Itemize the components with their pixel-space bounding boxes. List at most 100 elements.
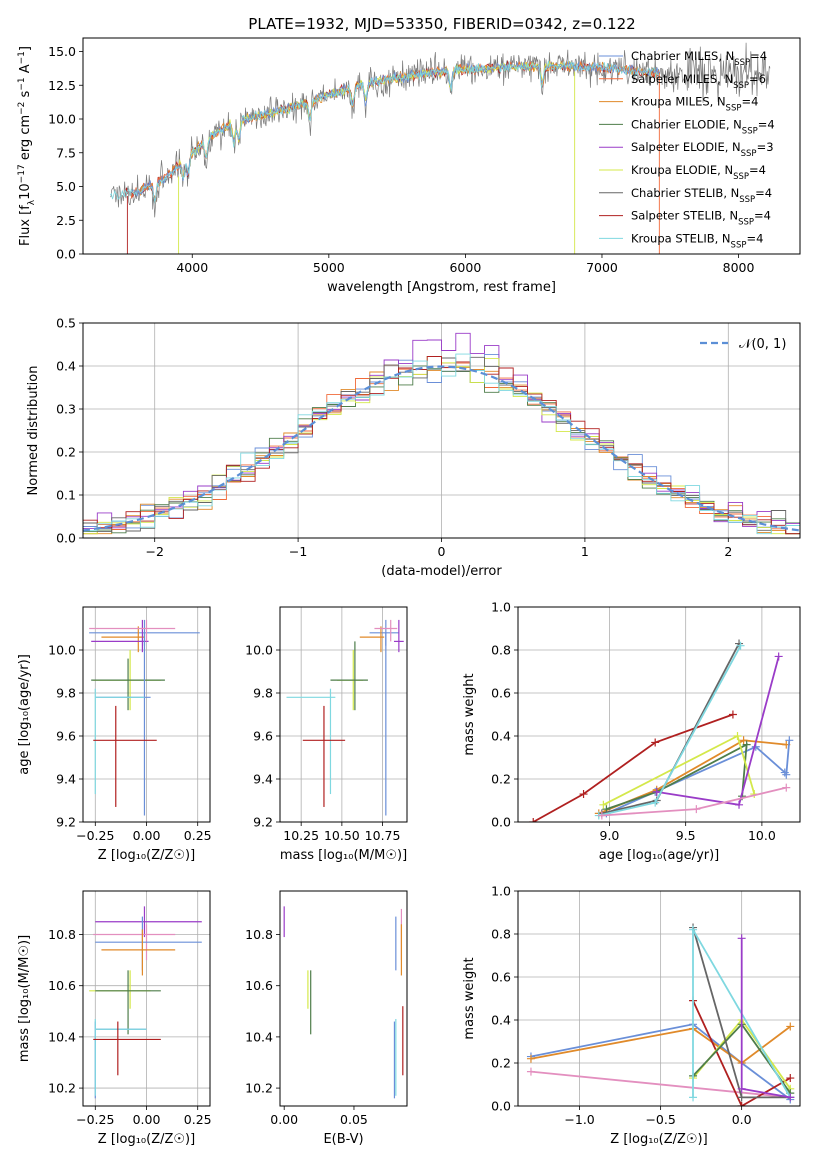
legend-count: =4 <box>741 95 758 109</box>
x-axis-label: age [log₁₀(age/yr)] <box>599 848 720 863</box>
ticks: −2 −1 0 1 2 0.0 0.1 0.2 0.3 0.4 0.5 <box>56 316 732 560</box>
legend-count: =6 <box>749 72 766 86</box>
y-label-part: erg cm <box>18 115 33 164</box>
x-tick-label: 6000 <box>449 260 481 275</box>
y-tick-label: 0.2 <box>56 445 76 460</box>
weight-series-line <box>530 1070 791 1099</box>
legend-subscript: SSP <box>733 172 749 182</box>
weight-point-marker <box>742 740 751 749</box>
weight-point-marker <box>735 800 744 809</box>
y-tick-label: 10.2 <box>245 1081 273 1096</box>
x-tick-label: 0 <box>438 544 446 559</box>
legend-label: Salpeter STELIB, N <box>631 209 738 223</box>
z-age-axes: −0.25 0.00 0.25 9.2 9.4 9.6 9.8 10.0 Z [log₁₀(Z/… <box>17 606 212 863</box>
x-tick-label: 10.0 <box>748 828 776 843</box>
spectrum-axes: 4000 5000 6000 7000 8000 0.0 2.5 5.0 7.5 10.0 12.5… <box>48 37 801 295</box>
legend-entry: Chabrier ELODIE, NSSP=4 <box>631 117 775 136</box>
axes-frame <box>517 890 801 1107</box>
weight-series-line <box>740 938 791 1099</box>
y-tick-label: 9.2 <box>56 815 76 830</box>
y-label-part: −17 <box>17 164 27 183</box>
x-tick-label: 0.00 <box>133 828 161 843</box>
grid <box>83 891 210 1106</box>
y-tick-label: 5.0 <box>56 179 76 194</box>
legend-label: Chabrier MILES, N <box>631 49 734 63</box>
y-tick-label: 1.0 <box>491 884 511 899</box>
legend-count: =4 <box>758 117 775 131</box>
legend-label: Salpeter ELODIE, N <box>631 140 741 154</box>
x-tick-label: 9.5 <box>676 828 696 843</box>
weight-point-marker <box>737 1093 746 1102</box>
weight-series-line <box>598 645 742 817</box>
x-tick-label: 1 <box>581 544 589 559</box>
x-tick-label: −0.25 <box>76 1112 114 1127</box>
y-tick-label: 10.6 <box>48 978 76 993</box>
x-tick-label: 9.0 <box>600 828 620 843</box>
ticks: 0.00 0.05 10.2 10.4 10.6 10.8 <box>245 927 368 1127</box>
weight-point-marker <box>689 1093 698 1102</box>
x-tick-label: −0.25 <box>76 828 114 843</box>
legend-entry: Salpeter ELODIE, NSSP=3 <box>631 140 774 159</box>
y-tick-label: 0.0 <box>56 247 76 262</box>
y-axis-label: age [log₁₀(age/yr)] <box>17 654 32 775</box>
y-tick-label: 10.0 <box>245 643 273 658</box>
grid <box>83 323 800 538</box>
plot-area <box>518 607 800 822</box>
weight-point-marker <box>599 800 608 809</box>
y-tick-label: 10.2 <box>48 1081 76 1096</box>
weight-point-marker <box>786 1022 795 1031</box>
legend-count: =4 <box>749 163 766 177</box>
legend-count: =4 <box>754 209 771 223</box>
weight-point-marker <box>526 1067 535 1076</box>
legend-subscript: SSP <box>739 195 755 205</box>
ticks: −0.25 0.00 0.25 10.2 10.4 10.6 10.8 <box>48 927 211 1127</box>
weight-point-marker <box>737 934 746 943</box>
legend-entry: Salpeter MILES, NSSP=6 <box>631 72 766 91</box>
observed-spectrum-line <box>110 42 771 218</box>
weight-point-marker <box>785 736 794 745</box>
y-tick-label: 10.4 <box>245 1029 273 1044</box>
z-mass-axes: −0.25 0.00 0.25 10.2 10.4 10.6 10.8 Z [log₁₀(Z/… <box>17 890 212 1147</box>
y-tick-label: 9.6 <box>253 729 273 744</box>
weight-series-line <box>606 745 786 815</box>
legend-label: Kroupa MILES, N <box>631 95 726 109</box>
grid <box>280 607 407 822</box>
weight-point-marker <box>597 811 606 820</box>
weight-point-marker <box>736 641 745 650</box>
model-spectrum-line <box>129 60 660 202</box>
y-label-part: A <box>18 64 33 77</box>
y-tick-label: 9.6 <box>56 729 76 744</box>
plot-area <box>110 42 771 254</box>
y-tick-label: 9.4 <box>56 772 76 787</box>
model-spectrum-line <box>129 61 660 201</box>
normal-legend-label: 𝒩(0, 1) <box>739 337 786 352</box>
y-label-part: 10 <box>18 183 33 200</box>
legend-count: =4 <box>746 231 763 245</box>
y-axis-label: mass weight <box>462 673 477 755</box>
figure-title: PLATE=1932, MJD=53350, FIBERID=0342, z=0… <box>248 15 635 33</box>
weight-point-marker <box>735 639 744 648</box>
legend-subscript: SSP <box>738 218 754 228</box>
y-tick-label: 0.4 <box>491 1013 511 1028</box>
x-tick-label: −1 <box>289 544 307 559</box>
legend-label: Chabrier ELODIE, N <box>631 117 742 131</box>
histogram-step <box>83 356 800 535</box>
x-tick-label: 10.25 <box>283 828 319 843</box>
legend-entry: Kroupa MILES, NSSP=4 <box>631 95 758 114</box>
x-axis-label: mass [log₁₀(M/M☉)] <box>280 848 407 863</box>
axes-frame <box>517 606 801 823</box>
ticks: 10.25 10.50 10.75 9.2 9.4 9.6 9.8 10.0 <box>245 643 400 844</box>
legend-label: Kroupa ELODIE, N <box>631 163 733 177</box>
x-tick-label: 2 <box>724 544 732 559</box>
x-tick-label: 8000 <box>723 260 755 275</box>
y-label-part: −1 <box>17 77 27 90</box>
y-axis-label: Flux [fλ10−17 erg cm−2 s−1 A−1] <box>17 46 37 246</box>
x-tick-label: 0.05 <box>340 1112 368 1127</box>
residual-axes: −2 −1 0 1 2 0.0 0.1 0.2 0.3 0.4 0.5 (data-model)/er… <box>26 316 801 579</box>
x-tick-label: 0.25 <box>184 1112 212 1127</box>
y-tick-label: 15.0 <box>48 44 76 59</box>
y-tick-label: 10.0 <box>48 643 76 658</box>
x-tick-label: 0.00 <box>133 1112 161 1127</box>
